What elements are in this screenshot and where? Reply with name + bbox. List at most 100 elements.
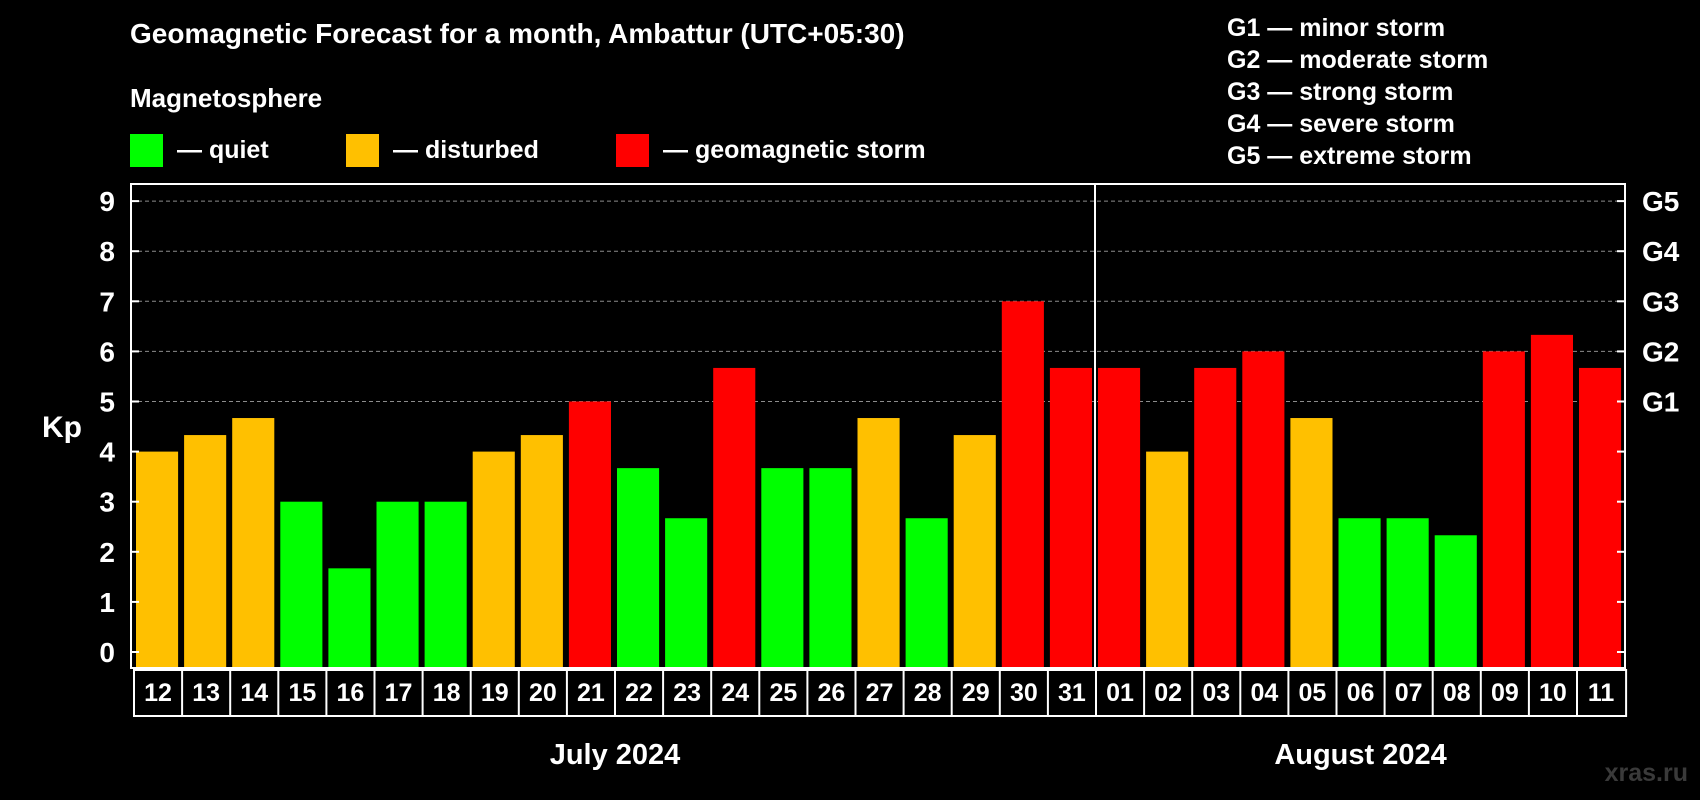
- quiet-swatch: [130, 134, 163, 167]
- bar-22: [617, 468, 660, 668]
- bar-10: [1530, 334, 1573, 668]
- x-tick-label-06: 06: [1347, 679, 1375, 707]
- x-tick-label-22: 22: [625, 679, 653, 707]
- storm-level-label-G5: G5: [1642, 186, 1679, 217]
- bar-23: [665, 518, 708, 668]
- bar-14: [232, 418, 275, 668]
- x-tick-label-27: 27: [866, 679, 894, 707]
- legend-quiet: — quiet: [130, 134, 269, 167]
- bar-05: [1290, 418, 1333, 668]
- month-label: July 2024: [550, 739, 681, 771]
- x-tick-label-24: 24: [721, 679, 749, 707]
- legend-storm-label: — geomagnetic storm: [663, 136, 926, 164]
- bar-06: [1338, 518, 1381, 668]
- x-tick-label-12: 12: [144, 679, 172, 707]
- bar-25: [761, 468, 804, 668]
- chart-title: Geomagnetic Forecast for a month, Ambatt…: [130, 18, 905, 49]
- x-tick-label-28: 28: [914, 679, 942, 707]
- bar-07: [1386, 518, 1429, 668]
- storm-level-label-G1: G1: [1642, 387, 1679, 418]
- bar-12: [136, 451, 179, 668]
- bar-31: [1049, 367, 1092, 668]
- y-tick-label-8: 8: [99, 236, 115, 267]
- plot-frame: [130, 183, 1626, 669]
- storm-scale-g2: G2 — moderate storm: [1227, 46, 1489, 74]
- bar-09: [1482, 351, 1525, 668]
- bar-19: [472, 451, 515, 668]
- bar-29: [953, 435, 996, 668]
- storm-level-label-G4: G4: [1642, 236, 1680, 267]
- y-tick-label-6: 6: [99, 336, 115, 367]
- x-tick-label-09: 09: [1491, 679, 1519, 707]
- bar-26: [809, 468, 852, 668]
- x-tick-label-26: 26: [818, 679, 846, 707]
- storm-scale-g3: G3 — strong storm: [1227, 78, 1454, 106]
- bar-08: [1434, 535, 1477, 668]
- bar-02: [1146, 451, 1189, 668]
- x-tick-label-02: 02: [1154, 679, 1182, 707]
- bar-30: [1001, 301, 1044, 668]
- bar-03: [1194, 367, 1237, 668]
- bar-13: [184, 435, 227, 668]
- x-tick-label-07: 07: [1395, 679, 1423, 707]
- storm-swatch: [616, 134, 649, 167]
- bar-27: [857, 418, 900, 668]
- bar-01: [1098, 367, 1141, 668]
- legend-disturbed-label: — disturbed: [393, 136, 539, 164]
- storm-scale-g4: G4 — severe storm: [1227, 110, 1455, 138]
- x-tick-label-21: 21: [577, 679, 605, 707]
- bar-21: [568, 401, 611, 668]
- x-tick-label-01: 01: [1106, 679, 1134, 707]
- x-tick-label-23: 23: [673, 679, 701, 707]
- y-tick-label-4: 4: [99, 437, 115, 468]
- month-label: August 2024: [1274, 739, 1446, 771]
- x-tick-label-29: 29: [962, 679, 990, 707]
- bar-04: [1242, 351, 1285, 668]
- y-tick-label-2: 2: [99, 537, 115, 568]
- disturbed-swatch: [346, 134, 379, 167]
- bar-18: [424, 501, 467, 668]
- legend-title: Magnetosphere: [130, 83, 323, 113]
- storm-scale-g1: G1 — minor storm: [1227, 14, 1446, 42]
- x-tick-label-16: 16: [337, 679, 365, 707]
- x-tick-label-13: 13: [192, 679, 220, 707]
- x-tick-label-11: 11: [1588, 679, 1615, 707]
- storm-scale-g5: G5 — extreme storm: [1227, 142, 1472, 170]
- x-tick-label-25: 25: [769, 679, 797, 707]
- x-tick-label-31: 31: [1058, 679, 1086, 707]
- legend-storm: — geomagnetic storm: [616, 134, 926, 167]
- y-tick-label-7: 7: [99, 286, 115, 317]
- x-tick-label-17: 17: [385, 679, 413, 707]
- bar-11: [1579, 367, 1622, 668]
- x-tick-label-18: 18: [433, 679, 461, 707]
- date-axis-frame: [133, 669, 1628, 717]
- bar-15: [280, 501, 323, 668]
- x-tick-label-10: 10: [1539, 679, 1567, 707]
- y-axis-label: Kp: [42, 411, 82, 444]
- bar-24: [713, 367, 756, 668]
- y-tick-label-1: 1: [99, 587, 115, 618]
- bar-28: [905, 518, 948, 668]
- bar-20: [520, 435, 563, 668]
- legend-disturbed: — disturbed: [346, 134, 539, 167]
- storm-level-label-G2: G2: [1642, 336, 1679, 367]
- x-tick-label-15: 15: [288, 679, 316, 707]
- x-tick-label-20: 20: [529, 679, 557, 707]
- bar-17: [376, 501, 419, 668]
- y-tick-label-0: 0: [99, 637, 115, 668]
- x-tick-label-19: 19: [481, 679, 509, 707]
- storm-level-label-G3: G3: [1642, 286, 1679, 317]
- x-tick-label-04: 04: [1250, 679, 1278, 707]
- x-tick-label-08: 08: [1443, 679, 1471, 707]
- bar-16: [328, 568, 371, 668]
- x-tick-label-30: 30: [1010, 679, 1038, 707]
- x-tick-label-14: 14: [240, 679, 268, 707]
- legend-quiet-label: — quiet: [177, 136, 269, 164]
- storm-scale-legend: G1 — minor storm G2 — moderate storm G3 …: [1227, 12, 1488, 172]
- watermark: xras.ru: [1604, 759, 1688, 787]
- x-tick-label-05: 05: [1299, 679, 1327, 707]
- y-tick-label-3: 3: [99, 487, 115, 518]
- y-tick-label-9: 9: [99, 186, 115, 217]
- y-tick-label-5: 5: [99, 387, 115, 418]
